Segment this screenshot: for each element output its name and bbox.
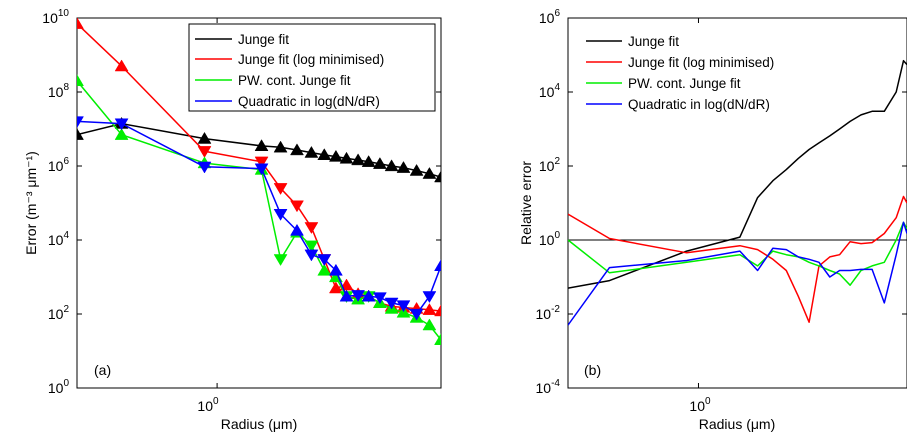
data-marker-a-0	[317, 148, 332, 160]
legend-box-a	[188, 23, 436, 112]
data-marker-a-0	[396, 161, 411, 173]
panel-b: 10-4 10-2 100 102 104 106 100 Radius (μm) Rel…	[518, 8, 907, 432]
y-tick-label: 102	[48, 304, 70, 322]
data-marker-a-3	[409, 308, 424, 321]
data-marker-a-3	[351, 290, 366, 302]
legend-label-b-pw-cont: PW. cont. Junge fit	[628, 76, 741, 91]
data-marker-a-3	[317, 254, 332, 267]
x-tick-label-a: 100	[197, 396, 219, 414]
data-marker-a-0	[77, 128, 84, 140]
y-tick-label: 106	[539, 8, 561, 26]
legend-label-a-quadratic: Quadratic in log(dN/dR)	[238, 94, 380, 109]
data-marker-a-2	[434, 333, 441, 345]
data-marker-a-0	[273, 140, 288, 153]
y-tick-label: 108	[48, 82, 70, 100]
y-tick-label: 10-4	[536, 378, 561, 396]
data-marker-a-3	[114, 118, 129, 131]
x-axis-label-b: Radius (μm)	[699, 416, 776, 432]
data-marker-a-1	[197, 146, 212, 158]
y-axis-label-b: Relative error	[518, 161, 534, 245]
data-marker-a-3	[273, 209, 288, 221]
y-tick-label: 10-2	[536, 304, 561, 322]
data-marker-a-2	[114, 128, 129, 140]
data-marker-a-2	[273, 254, 288, 267]
data-marker-a-3	[339, 289, 354, 302]
x-axis-label-a: Radius (μm)	[221, 416, 298, 432]
data-marker-a-1	[77, 18, 84, 29]
panel-a: 100 102 104 106 108 1010 100 Radius (μm) Erro…	[23, 8, 442, 432]
data-marker-a-1	[304, 222, 319, 234]
series-line-b-3	[568, 221, 907, 326]
data-marker-a-0	[254, 139, 269, 151]
data-marker-a-3	[290, 223, 304, 236]
legend-a: Junge fit Junge fit (log minimised) PW. …	[188, 23, 436, 112]
data-marker-a-3	[434, 259, 441, 271]
data-marker-a-3	[254, 163, 269, 176]
y-axis-label-a: Error (m⁻³ μm⁻¹)	[23, 151, 39, 255]
data-marker-a-0	[361, 155, 376, 167]
data-marker-a-0	[351, 153, 366, 166]
y-axis-b: 10-4 10-2 100 102 104 106	[536, 8, 907, 396]
panel-label-a: (a)	[94, 362, 111, 378]
data-marker-a-3	[396, 300, 411, 313]
legend-label-b-junge-log: Junge fit (log minimised)	[628, 55, 774, 70]
legend-b: Junge fit Junge fit (log minimised) PW. …	[585, 24, 807, 114]
data-marker-a-1	[290, 200, 304, 213]
series-line-b-0	[568, 59, 907, 289]
data-marker-a-1	[422, 303, 437, 315]
legend-label-b-junge-fit: Junge fit	[628, 34, 679, 49]
y-tick-label: 100	[539, 230, 561, 248]
data-marker-a-3	[372, 292, 387, 305]
data-marker-a-0	[197, 131, 212, 144]
data-marker-a-0	[409, 163, 424, 176]
y-tick-label: 102	[539, 156, 561, 174]
data-marker-a-1	[114, 59, 129, 72]
y-tick-label: 104	[539, 82, 561, 100]
y-tick-label: 100	[48, 378, 70, 396]
panel-label-b: (b)	[584, 362, 601, 378]
data-marker-a-1	[254, 156, 269, 169]
data-marker-a-0	[290, 143, 304, 156]
data-marker-a-3	[422, 291, 437, 304]
legend-box-b	[585, 24, 807, 114]
y-axis-a: 100 102 104 106 108 1010	[42, 8, 441, 396]
legend-label-a-junge-log: Junge fit (log minimised)	[238, 52, 384, 67]
y-tick-label: 104	[48, 230, 70, 248]
data-marker-a-1	[328, 281, 343, 294]
legend-label-a-pw-cont: PW. cont. Junge fit	[238, 73, 351, 88]
x-tick-label-b: 100	[689, 396, 711, 414]
legend-label-b-quadratic: Quadratic in log(dN/dR)	[628, 97, 770, 112]
data-marker-a-3	[77, 116, 84, 129]
data-marker-a-3	[361, 289, 376, 302]
data-marker-a-0	[328, 149, 343, 162]
series-line-b-2	[568, 221, 907, 286]
data-marker-a-3	[384, 297, 399, 310]
data-marker-a-3	[304, 249, 319, 262]
data-marker-a-0	[372, 157, 387, 169]
data-marker-a-1	[434, 304, 441, 317]
data-marker-a-3	[328, 263, 343, 276]
data-marker-a-0	[422, 167, 437, 179]
data-marker-a-0	[384, 159, 399, 172]
legend-label-a-junge-fit: Junge fit	[238, 32, 289, 47]
y-tick-label: 1010	[42, 8, 69, 26]
series-group-b	[568, 59, 907, 326]
data-marker-a-1	[273, 183, 288, 195]
data-marker-a-3	[197, 161, 212, 174]
data-marker-a-2	[77, 74, 84, 86]
data-marker-a-0	[304, 145, 319, 158]
y-tick-label: 106	[48, 156, 70, 174]
data-marker-a-2	[422, 318, 437, 331]
data-marker-a-0	[434, 170, 441, 183]
data-marker-a-2	[317, 263, 332, 276]
data-marker-a-0	[339, 151, 354, 164]
series-group-a	[77, 18, 441, 345]
data-marker-a-2	[304, 240, 319, 253]
